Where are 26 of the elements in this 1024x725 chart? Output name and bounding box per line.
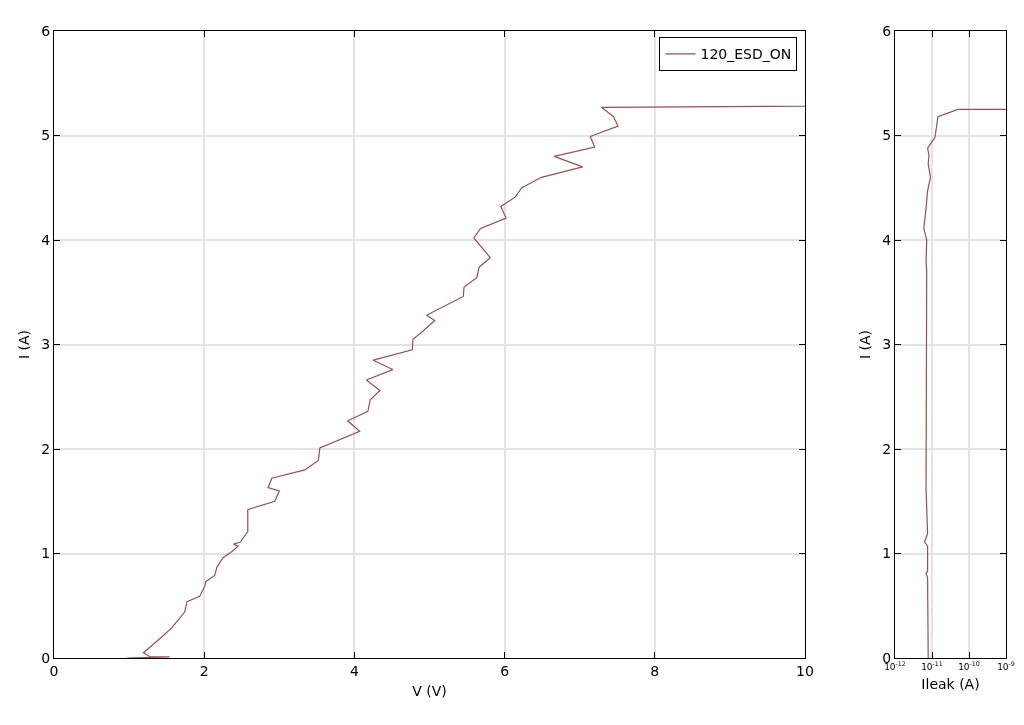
x-tick-label: 6 xyxy=(500,662,510,679)
y-tick-label: 6 xyxy=(41,22,51,39)
y-tick-label: 6 xyxy=(882,22,892,39)
y-tick-label: 2 xyxy=(41,440,51,457)
line-series xyxy=(126,105,805,658)
y-tick-label: 5 xyxy=(882,127,892,144)
y-axis-title: I (A) xyxy=(15,329,32,360)
y-tick-label: 2 xyxy=(882,440,892,457)
legend-label: 120_ESD_ON xyxy=(700,46,792,63)
y-tick-label: 4 xyxy=(41,231,51,248)
y-tick-label: 4 xyxy=(882,231,892,248)
y-tick-label: 1 xyxy=(41,545,51,562)
x-axis-title: V (V) xyxy=(412,683,447,700)
y-tick-label: 1 xyxy=(882,545,892,562)
x-tick-label: 8 xyxy=(650,662,660,679)
y-tick-label: 3 xyxy=(41,336,51,353)
x-tick-label: 2 xyxy=(199,662,209,679)
x-tick-label: 10 xyxy=(796,662,814,679)
y-tick-label: 3 xyxy=(882,336,892,353)
x-tick-label: 10$^{-10}$ xyxy=(958,660,980,672)
y-tick-label: 5 xyxy=(41,127,51,144)
x-axis-title: Ileak (A) xyxy=(921,676,980,693)
y-axis-title: I (A) xyxy=(856,329,873,360)
x-tick-label: 4 xyxy=(349,662,359,679)
x-tick-label: 10$^{-11}$ xyxy=(921,660,943,672)
x-tick-label: 10$^{-9}$ xyxy=(997,660,1015,672)
